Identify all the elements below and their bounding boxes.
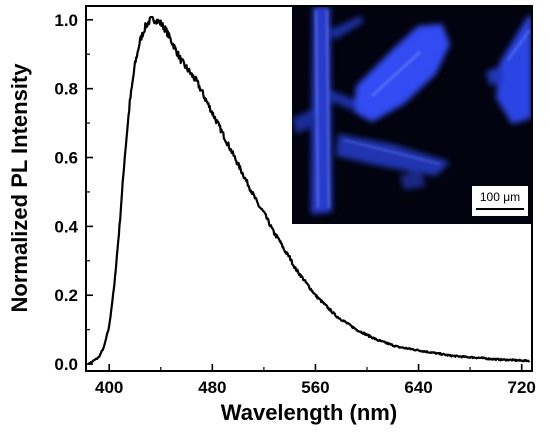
y-tick-label: 0.4 [54, 217, 78, 236]
x-axis-title: Wavelength (nm) [221, 400, 397, 425]
x-tick-label: 640 [404, 378, 432, 397]
y-tick-label: 0.2 [54, 286, 78, 305]
pl-spectrum-line [87, 15, 531, 366]
y-axis-ticks: 0.0 0.2 0.4 0.6 0.8 1.0 [54, 11, 93, 374]
crystal-glow [292, 6, 532, 214]
x-tick-label: 400 [95, 378, 123, 397]
y-tick-label: 0.6 [54, 149, 78, 168]
x-tick-label: 560 [301, 378, 329, 397]
plot-frame [85, 5, 533, 372]
scale-bar-box [472, 186, 528, 216]
fluorescence-micrograph-inset: 100 μm [292, 6, 532, 224]
y-axis-title: Normalized PL Intensity [7, 63, 32, 313]
scale-bar-label: 100 μm [480, 190, 520, 204]
x-axis-ticks: 400 480 560 640 720 [95, 364, 536, 397]
y-tick-label: 0.8 [54, 80, 78, 99]
y-tick-label: 0.0 [54, 355, 78, 374]
x-tick-label: 480 [198, 378, 226, 397]
y-tick-label: 1.0 [54, 11, 78, 30]
x-tick-label: 720 [508, 378, 536, 397]
